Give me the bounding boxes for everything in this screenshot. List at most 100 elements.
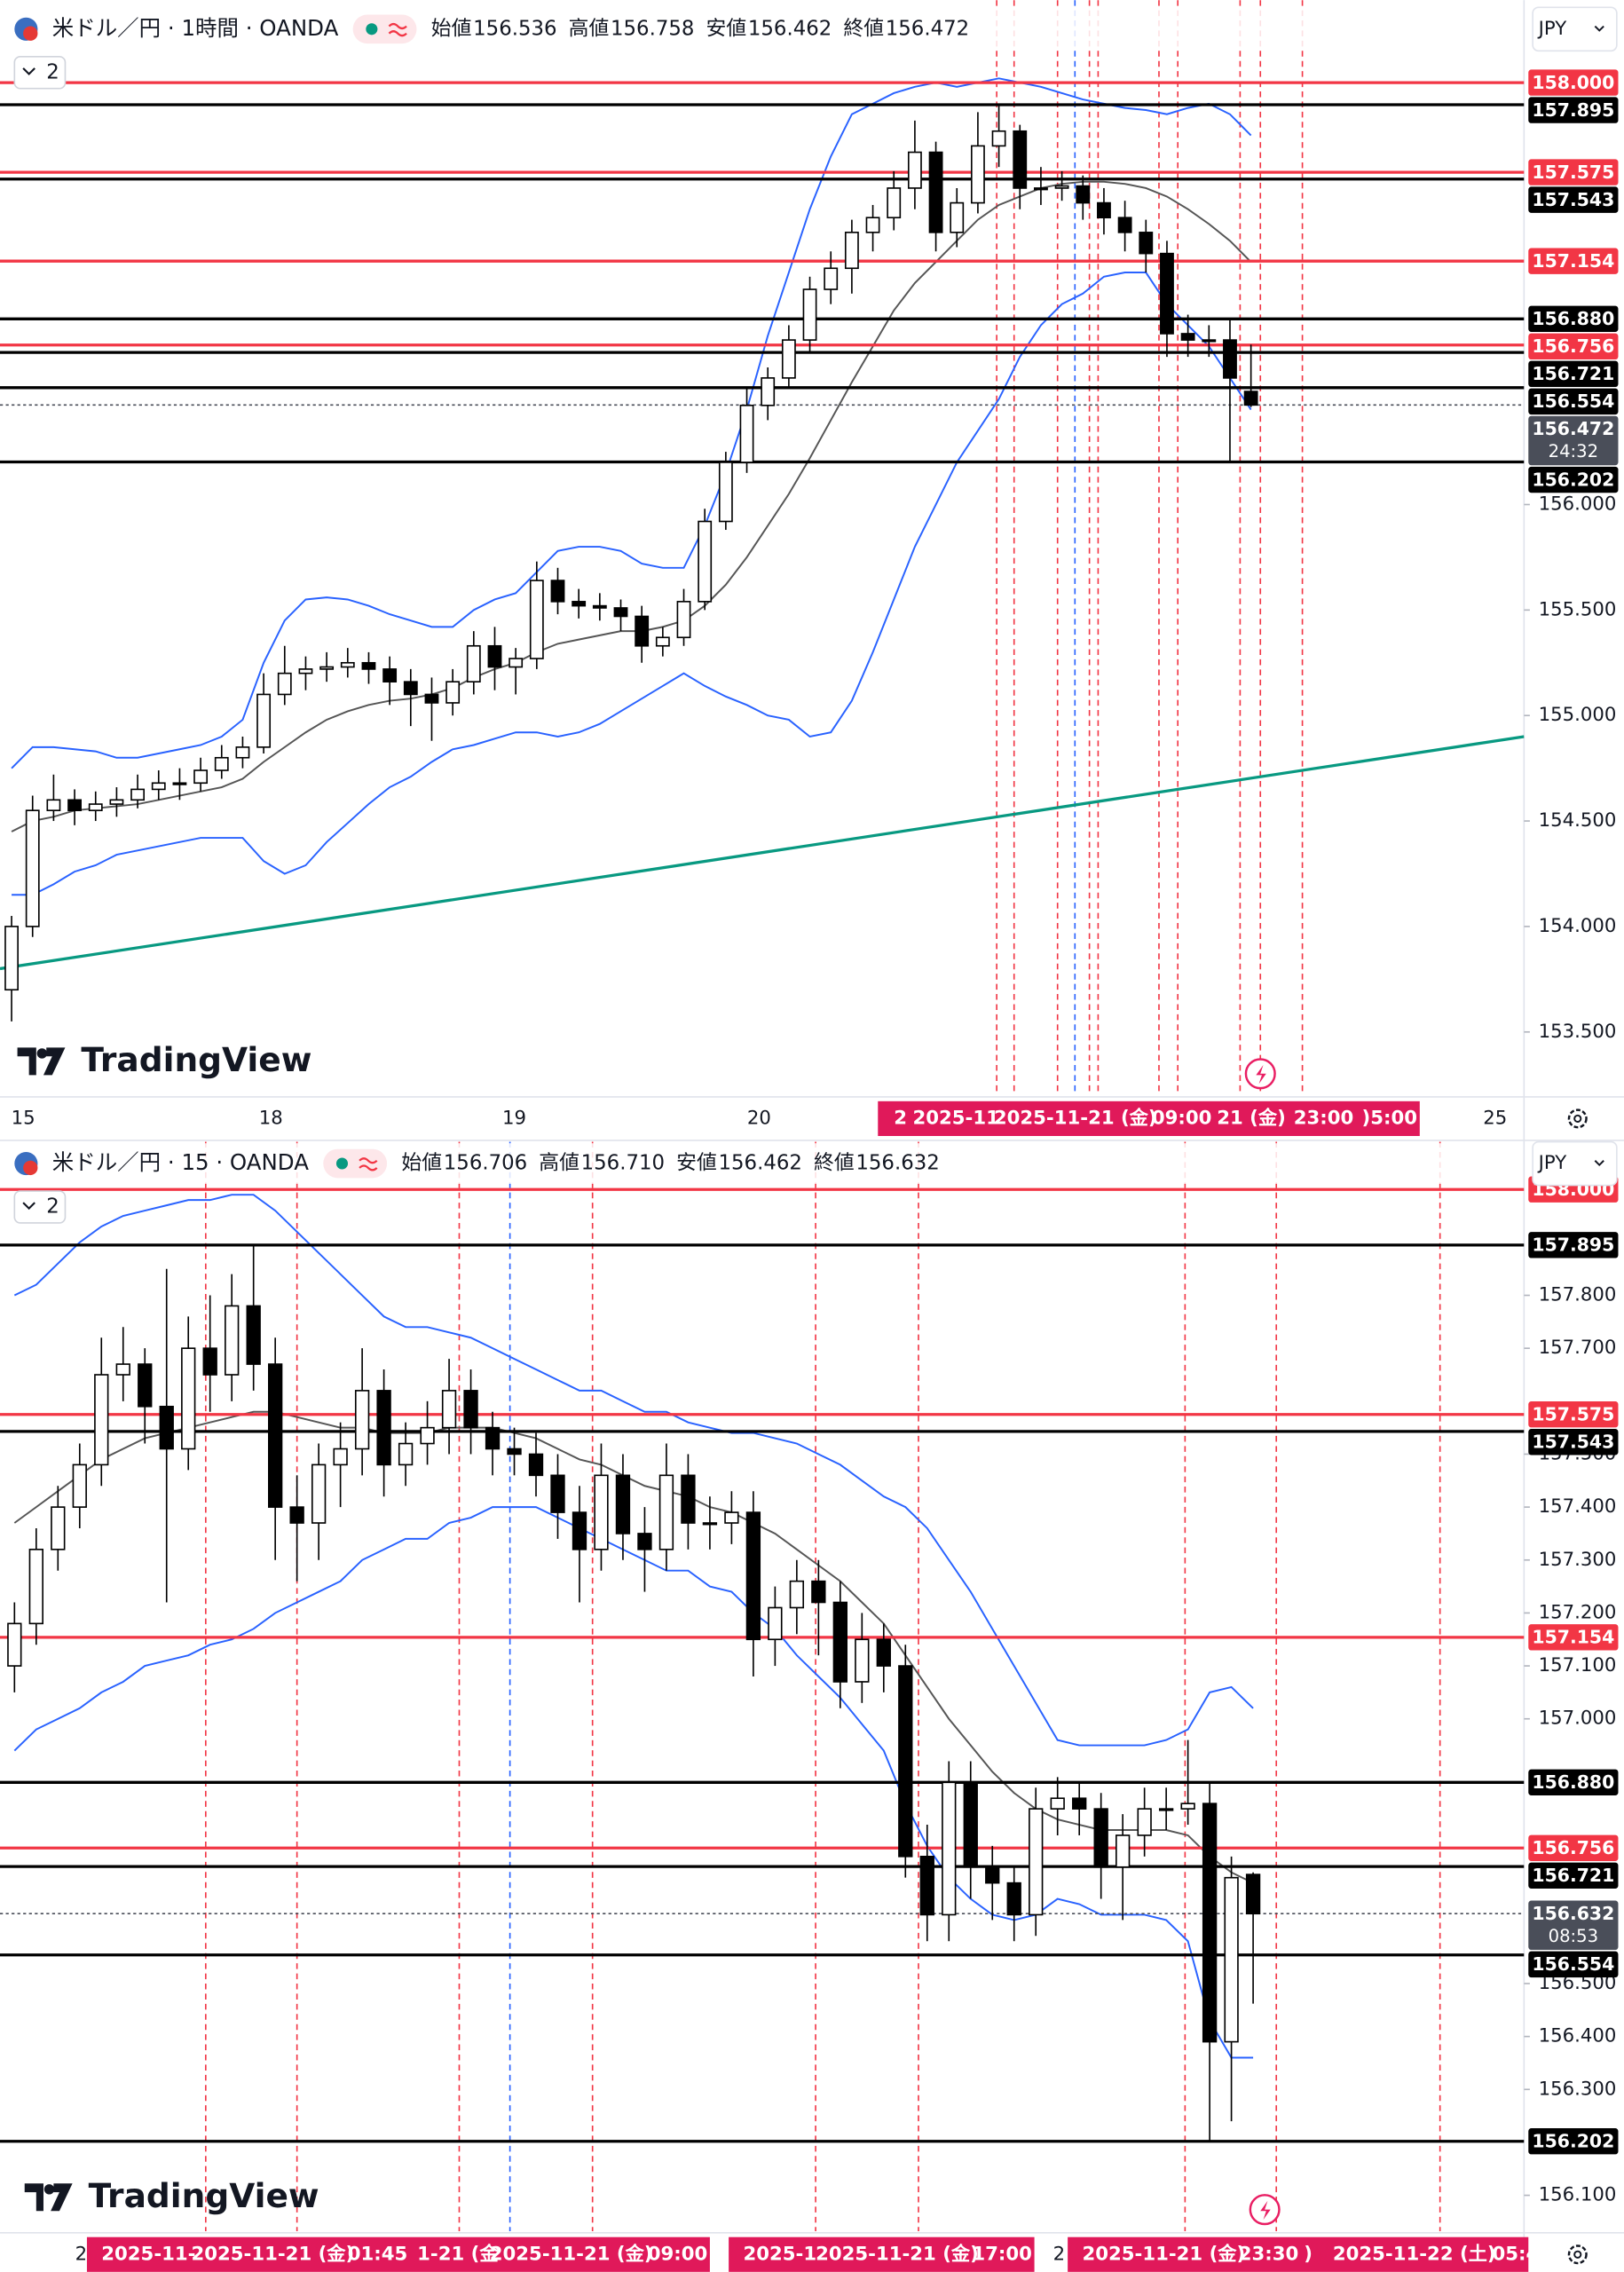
crosshair-label: 2 xyxy=(894,1107,907,1129)
market-open-dot xyxy=(335,1157,349,1170)
crosshair-label: )5:00 xyxy=(1362,1107,1417,1129)
header-bg xyxy=(0,8,1514,50)
candle-body xyxy=(1054,185,1069,189)
candle-body xyxy=(681,1474,696,1524)
candle-body xyxy=(718,462,733,523)
candle-body xyxy=(115,1363,130,1376)
candle-body xyxy=(382,668,398,682)
candle-body xyxy=(138,1363,153,1408)
y-tick-label: 157.300 xyxy=(1539,1549,1617,1571)
candle-body xyxy=(202,1347,217,1376)
indicator-count[interactable]: 2 xyxy=(46,1195,59,1218)
candle-body xyxy=(635,615,650,647)
crosshair-label: 2025-11-21 (金) xyxy=(191,2242,354,2265)
x-tick-label: 2 xyxy=(75,2243,88,2265)
candle-body xyxy=(1072,1797,1087,1810)
symbol-title[interactable]: 米ドル／円 · 1時間 · OANDA xyxy=(52,15,339,41)
collapse-button[interactable] xyxy=(13,1190,67,1224)
price-label: 156.554 xyxy=(1532,1953,1614,1975)
price-label: 156.632 xyxy=(1532,1903,1614,1924)
crosshair-label: 2025-11-21 (金) xyxy=(490,2242,653,2265)
price-label-box xyxy=(1528,360,1619,388)
candle-body xyxy=(761,377,776,406)
candle-body xyxy=(702,1522,718,1526)
candle-body xyxy=(246,1305,261,1365)
candle-body xyxy=(1117,217,1132,233)
currency-button[interactable] xyxy=(1532,6,1618,52)
y-tick-label: 153.500 xyxy=(1539,1021,1617,1043)
candle-body xyxy=(655,636,670,647)
candle-body xyxy=(745,1511,761,1641)
currency-button[interactable] xyxy=(1532,1140,1618,1187)
candle-body xyxy=(193,769,209,785)
price-label-box xyxy=(1528,69,1619,96)
crosshair-label: 05:4 xyxy=(1492,2243,1539,2265)
ohlc-value: 156.710 xyxy=(581,1152,665,1175)
x-tick-label: 25 xyxy=(1483,1107,1507,1129)
candle-body xyxy=(898,1665,913,1858)
candle-body xyxy=(424,693,439,704)
candle-body xyxy=(1245,1874,1261,1915)
candle-body xyxy=(277,672,292,696)
symbol-title[interactable]: 米ドル／円 · 15 · OANDA xyxy=(52,1149,309,1175)
ohlc-value: 156.632 xyxy=(855,1152,939,1175)
candle-body xyxy=(1029,1808,1044,1916)
price-label-box xyxy=(1528,1401,1619,1428)
candle-body xyxy=(256,693,272,748)
crosshair-label: 2025-11-21 (金) xyxy=(994,1106,1157,1129)
candle-body xyxy=(28,1549,43,1625)
crosshair-label: 23:30 xyxy=(1239,2243,1299,2265)
candle-body xyxy=(181,1347,196,1450)
candle-body xyxy=(724,1511,739,1524)
candle-body xyxy=(72,1463,87,1508)
x-tick-label: 18 xyxy=(259,1107,283,1129)
candle-body xyxy=(46,799,61,811)
price-label: 156.202 xyxy=(1532,469,1614,490)
brand-name: TradingView xyxy=(89,2176,319,2215)
price-label: 158.000 xyxy=(1532,72,1614,93)
candle-body xyxy=(109,799,124,805)
flag-icon-inner xyxy=(23,26,38,41)
candle-body xyxy=(159,1405,174,1450)
candle-body xyxy=(1158,1808,1174,1811)
candle-body xyxy=(445,681,461,704)
price-label-box xyxy=(1528,97,1619,123)
overlay: 153.500 154.000 154.500 155.000 155.500 156.0… xyxy=(0,6,1619,2272)
ohlc-value: 156.536 xyxy=(473,17,556,40)
candle-body xyxy=(361,661,376,670)
collapse-button[interactable] xyxy=(13,55,67,90)
chevron xyxy=(1594,25,1604,32)
currency[interactable]: JPY xyxy=(1537,1152,1567,1174)
candle-body xyxy=(1180,1803,1195,1810)
flag-icon-inner xyxy=(23,1160,38,1176)
settings-icon[interactable] xyxy=(1567,1108,1588,1129)
plot-area xyxy=(0,0,1525,1094)
price-label-box xyxy=(1528,388,1619,415)
candle-body xyxy=(1097,201,1111,219)
crosshair-label: 2025-11 xyxy=(912,1107,998,1129)
price-label-box xyxy=(1528,1951,1619,1978)
candle-body xyxy=(963,1781,978,1868)
candle-body xyxy=(1006,1882,1021,1916)
price-label: 156.756 xyxy=(1532,335,1614,357)
crosshair-label: 2025-1 xyxy=(743,2243,816,2265)
crosshair-label: 2025-11-21 (金) xyxy=(1082,2242,1245,2265)
indicator-count[interactable]: 2 xyxy=(46,60,59,83)
candle-body xyxy=(235,746,250,759)
candle-body xyxy=(1202,339,1217,343)
countdown: 08:53 xyxy=(1549,1926,1598,1946)
settings-icon[interactable] xyxy=(1567,2244,1588,2265)
candle-body xyxy=(487,644,502,668)
candle-body xyxy=(1050,1797,1065,1810)
candle-body xyxy=(311,1463,327,1524)
currency[interactable]: JPY xyxy=(1537,18,1567,40)
crosshair-label: 23:00 xyxy=(1294,1107,1354,1129)
candle-body xyxy=(1093,1808,1108,1868)
candle-body xyxy=(592,604,607,609)
candle-body xyxy=(4,926,19,991)
candle-body xyxy=(1202,1803,1218,2043)
crosshair-bar xyxy=(878,1100,1420,1136)
price-label: 156.880 xyxy=(1532,308,1614,329)
candle-body xyxy=(789,1580,805,1609)
candle-body xyxy=(865,217,880,233)
